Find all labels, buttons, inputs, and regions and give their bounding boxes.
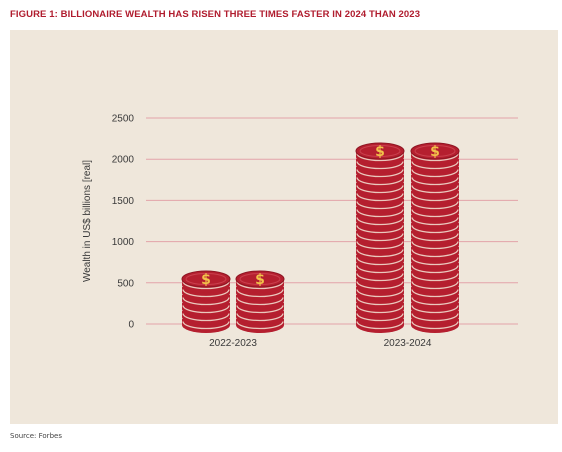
coin-stack: $ [235, 270, 285, 333]
dollar-icon: $ [375, 144, 385, 160]
coin-bars: $ $ $ $ [181, 142, 460, 333]
y-tick-label: 1500 [112, 196, 135, 207]
y-tick-label: 0 [128, 320, 134, 331]
dollar-icon: $ [255, 272, 265, 288]
dollar-icon: $ [430, 144, 440, 160]
y-axis-title: Wealth in US$ billions [real] [82, 160, 93, 282]
y-tick-label: 1000 [112, 237, 135, 248]
x-category-label: 2022-2023 [209, 338, 257, 349]
dollar-icon: $ [201, 272, 211, 288]
coin-stack: $ [355, 142, 405, 333]
source-note: Source: Forbes [10, 432, 62, 440]
y-tick-label: 2000 [112, 155, 135, 166]
y-tick-label: 2500 [112, 114, 135, 125]
chart-panel [10, 30, 558, 424]
x-category-label: 2023-2024 [384, 338, 432, 349]
chart: 0 500 1000 1500 2000 2500 $ $ $ $ 2022-2023 2023-… [82, 114, 518, 349]
y-tick-label: 500 [117, 278, 134, 289]
coin-stack: $ [410, 142, 460, 333]
coin-stack: $ [181, 270, 231, 333]
y-tick-labels: 0 500 1000 1500 2000 2500 [112, 114, 135, 331]
x-category-labels: 2022-2023 2023-2024 [209, 338, 432, 349]
figure-title: FIGURE 1: BILLIONAIRE WEALTH HAS RISEN T… [10, 9, 421, 20]
